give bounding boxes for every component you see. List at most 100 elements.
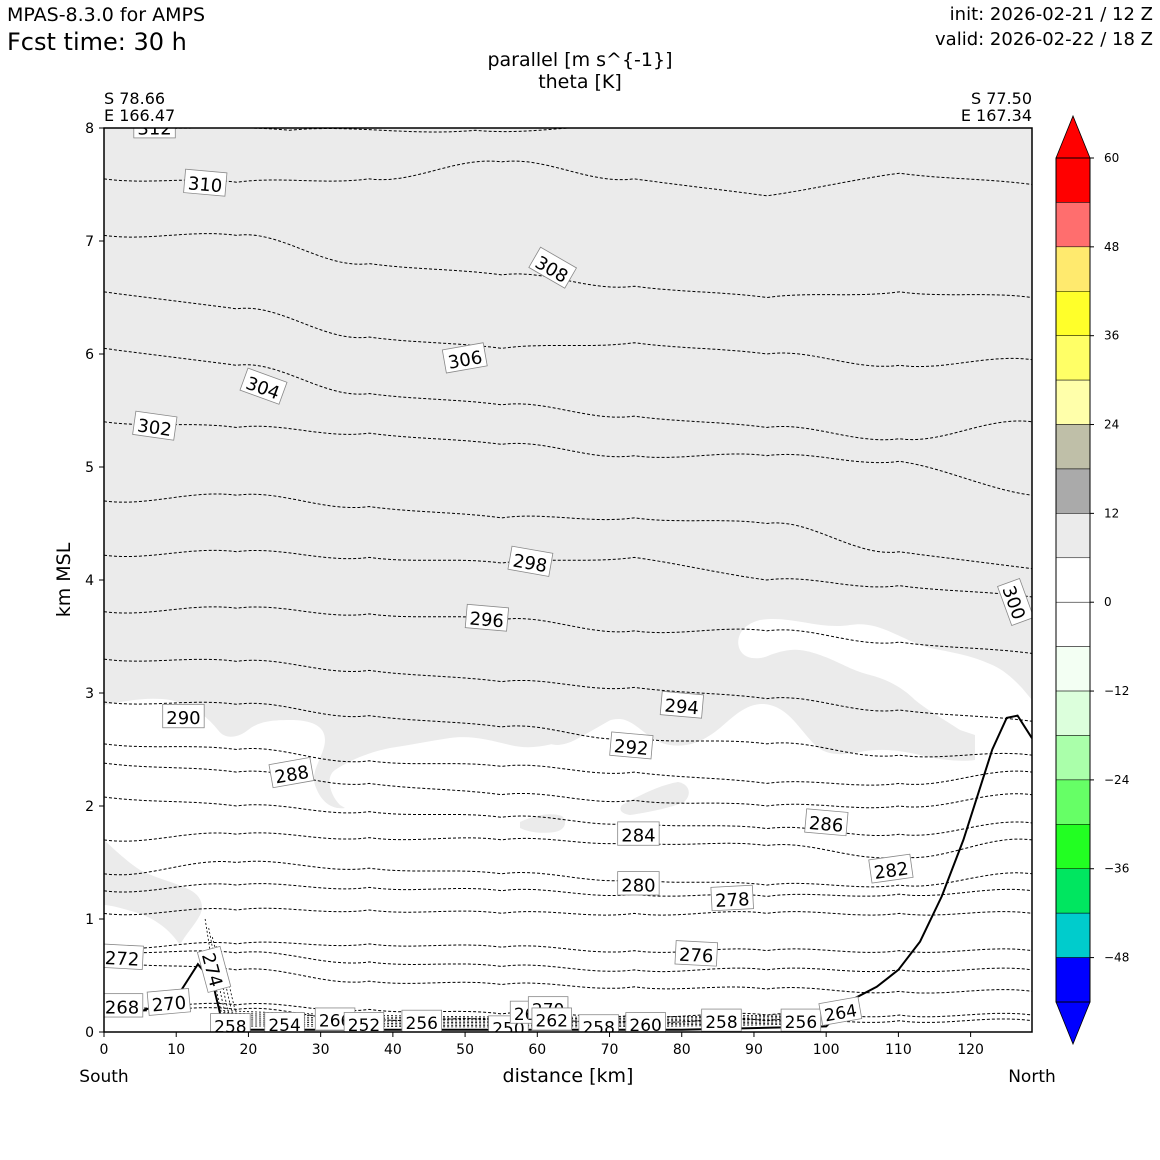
colorbar-tick-label: 12: [1104, 506, 1119, 520]
colorbar-bin: [1055, 779, 1091, 825]
contour-label-box: [868, 853, 914, 884]
colorbar-tick-label: 60: [1104, 151, 1119, 165]
colorbar-bin: [1055, 601, 1091, 647]
contour-label-text: 280: [621, 875, 655, 896]
theta-contour-292: [104, 701, 1032, 758]
contour-label-box: [210, 1013, 251, 1032]
theta-contour-272: [104, 961, 1032, 994]
colorbar-tick-label: 48: [1104, 240, 1119, 254]
contour-label-box: [464, 603, 510, 632]
contour-label-ground-258: 258: [578, 1014, 619, 1032]
colorbar-bin: [1055, 379, 1091, 425]
contour-label-290: 290: [162, 703, 205, 729]
contour-label-box: [343, 1012, 385, 1032]
contour-label-box: [625, 1012, 666, 1032]
theta-contour-296: [104, 606, 1032, 654]
contour-label-box: [268, 757, 315, 789]
contour-label-text: 276: [678, 945, 713, 968]
colorbar-bin: [1055, 557, 1091, 603]
contour-label-text: 272: [104, 948, 139, 971]
north-label: North: [1008, 1067, 1056, 1087]
contour-label-box: [162, 703, 205, 729]
colorbar-bin: [1055, 424, 1091, 470]
theta-contour-286: [104, 796, 1032, 836]
forecast-time: Fcst time: 30 h: [7, 28, 187, 56]
contour-label-text: 286: [808, 813, 844, 837]
x-tick-label: 30: [312, 1042, 330, 1058]
contour-label-box: [617, 871, 660, 896]
contour-label-box: [132, 410, 178, 441]
contour-label-270: 270: [146, 988, 191, 1017]
theta-contour-276: [104, 941, 1032, 953]
colorbar-bin: [1055, 335, 1091, 381]
contour-label-box: [401, 1009, 442, 1032]
theta-contour-282: [104, 860, 1032, 888]
contour-label-box: [531, 1007, 572, 1031]
contour-label-text: 270: [151, 993, 187, 1017]
contour-label-box: [196, 945, 232, 993]
contour-label-box: [659, 690, 705, 719]
colorbar-tick-label: 36: [1104, 329, 1119, 343]
colorbar-bin: [1055, 912, 1091, 958]
contour-label-box: [780, 1008, 822, 1032]
contour-label-text: 310: [187, 173, 223, 197]
colorbar-bin: [1055, 157, 1091, 203]
y-tick-label: 8: [85, 121, 94, 137]
contour-label-box: [710, 884, 754, 912]
contour-label-box: [818, 996, 863, 1026]
contour-label-text: 278: [715, 889, 750, 912]
theta-contour-278: [104, 907, 1032, 916]
theta-contour-298: [104, 549, 1032, 598]
colorbar-tick-label: −48: [1104, 951, 1129, 965]
contour-label-310: 310: [183, 168, 228, 197]
x-tick-label: 100: [813, 1042, 840, 1058]
contour-label-text: 294: [664, 695, 700, 719]
y-axis-label: km MSL: [53, 542, 75, 617]
contour-label-box: [528, 246, 578, 289]
contour-label-312: 312: [133, 128, 176, 139]
left-end-lat: S 78.66: [104, 89, 165, 108]
right-end-lon: E 167.34: [961, 106, 1032, 125]
y-tick-label: 1: [85, 912, 94, 928]
x-tick-label: 50: [456, 1042, 474, 1058]
contour-label-278: 278: [710, 884, 754, 912]
contour-label-box: [441, 342, 488, 374]
contour-label-284: 284: [617, 821, 660, 847]
contour-label-280: 280: [617, 871, 660, 896]
theta-contour-294: [104, 658, 1032, 722]
contour-label-294: 294: [659, 690, 705, 719]
contour-label-box: [104, 993, 144, 1018]
contour-label-text: 262: [536, 1012, 568, 1032]
y-tick-label: 7: [85, 234, 94, 250]
colorbar-bin: [1055, 246, 1091, 292]
contour-label-text: 296: [469, 608, 505, 632]
contour-label-box: [578, 1014, 619, 1032]
contour-label-ground-256: 256: [401, 1009, 442, 1032]
contour-label-box: [609, 731, 654, 760]
model-name: MPAS-8.3.0 for AMPS: [7, 4, 206, 26]
colorbar: 60 48 36 24 12 0 −12 −24 −36 −48: [1055, 114, 1129, 1046]
contour-label-text: 258: [705, 1013, 737, 1033]
colorbar-bin: [1055, 690, 1091, 736]
colorbar-bin: [1055, 646, 1091, 692]
init-time: init: 2026-02-21 / 12 Z: [949, 4, 1153, 25]
left-end-lon: E 166.47: [104, 106, 175, 125]
x-tick-label: 110: [885, 1042, 912, 1058]
contour-label-box: [104, 943, 144, 970]
y-tick-label: 2: [85, 799, 94, 815]
y-tick-label: 0: [85, 1025, 94, 1041]
theta-contour-280: [104, 883, 1032, 897]
x-tick-label: 10: [167, 1042, 185, 1058]
contour-label-text: 260: [629, 1016, 661, 1036]
theta-contour-306: [104, 291, 1032, 368]
contour-label-ground-258: 258: [210, 1013, 251, 1032]
chart-title-wind: parallel [m s^{-1}]: [487, 49, 673, 71]
y-tick-label: 6: [85, 347, 94, 363]
colorbar-frame: [1055, 157, 1091, 1003]
contour-label-text: 266: [319, 1012, 351, 1032]
contour-label-box: [617, 821, 660, 846]
colorbar-bin: [1055, 202, 1091, 248]
contour-label-ground-262: 262: [531, 1007, 572, 1032]
theta-contour-290: [104, 743, 1032, 786]
